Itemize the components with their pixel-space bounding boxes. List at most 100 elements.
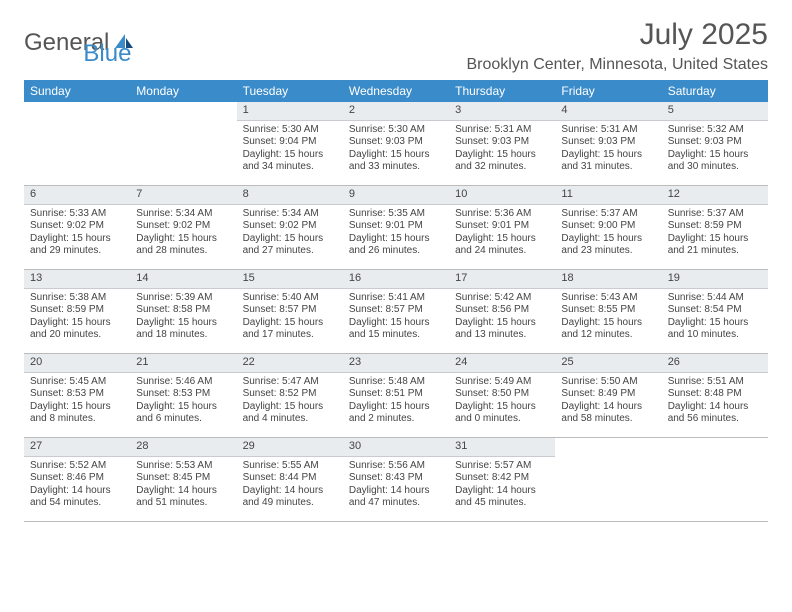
day-number: 20: [24, 354, 130, 373]
sunrise-line: Sunrise: 5:47 AM: [243, 376, 337, 389]
day-cell: 23Sunrise: 5:48 AMSunset: 8:51 PMDayligh…: [343, 354, 449, 438]
daylight-line: Daylight: 14 hours and 58 minutes.: [561, 401, 655, 426]
day-details: Sunrise: 5:34 AMSunset: 9:02 PMDaylight:…: [237, 205, 343, 262]
day-details: Sunrise: 5:30 AMSunset: 9:03 PMDaylight:…: [343, 121, 449, 178]
day-number: 28: [130, 438, 236, 457]
day-details: Sunrise: 5:30 AMSunset: 9:04 PMDaylight:…: [237, 121, 343, 178]
day-cell: 24Sunrise: 5:49 AMSunset: 8:50 PMDayligh…: [449, 354, 555, 438]
sunset-line: Sunset: 8:59 PM: [668, 220, 762, 233]
day-details: Sunrise: 5:32 AMSunset: 9:03 PMDaylight:…: [662, 121, 768, 178]
location-subtitle: Brooklyn Center, Minnesota, United State…: [467, 56, 769, 74]
day-details: Sunrise: 5:38 AMSunset: 8:59 PMDaylight:…: [24, 289, 130, 346]
day-cell: 18Sunrise: 5:43 AMSunset: 8:55 PMDayligh…: [555, 270, 661, 354]
daylight-line: Daylight: 14 hours and 45 minutes.: [455, 485, 549, 510]
weekday-header: Friday: [555, 80, 661, 102]
sunrise-line: Sunrise: 5:42 AM: [455, 292, 549, 305]
day-number: 17: [449, 270, 555, 289]
sunset-line: Sunset: 9:04 PM: [243, 136, 337, 149]
sunset-line: Sunset: 8:58 PM: [136, 304, 230, 317]
daylight-line: Daylight: 14 hours and 49 minutes.: [243, 485, 337, 510]
day-cell: 31Sunrise: 5:57 AMSunset: 8:42 PMDayligh…: [449, 438, 555, 522]
daylight-line: Daylight: 15 hours and 2 minutes.: [349, 401, 443, 426]
sunrise-line: Sunrise: 5:52 AM: [30, 460, 124, 473]
day-cell: 2Sunrise: 5:30 AMSunset: 9:03 PMDaylight…: [343, 102, 449, 186]
sunset-line: Sunset: 8:50 PM: [455, 388, 549, 401]
day-cell: 22Sunrise: 5:47 AMSunset: 8:52 PMDayligh…: [237, 354, 343, 438]
day-number: 12: [662, 186, 768, 205]
day-number: 15: [237, 270, 343, 289]
sunrise-line: Sunrise: 5:37 AM: [668, 208, 762, 221]
sunrise-line: Sunrise: 5:44 AM: [668, 292, 762, 305]
day-details: Sunrise: 5:31 AMSunset: 9:03 PMDaylight:…: [449, 121, 555, 178]
sunrise-line: Sunrise: 5:34 AM: [136, 208, 230, 221]
sunrise-line: Sunrise: 5:56 AM: [349, 460, 443, 473]
sunset-line: Sunset: 8:46 PM: [30, 472, 124, 485]
sunset-line: Sunset: 8:55 PM: [561, 304, 655, 317]
day-details: Sunrise: 5:53 AMSunset: 8:45 PMDaylight:…: [130, 457, 236, 514]
sunset-line: Sunset: 9:01 PM: [349, 220, 443, 233]
sunrise-line: Sunrise: 5:30 AM: [243, 124, 337, 137]
day-number: 6: [24, 186, 130, 205]
day-details: Sunrise: 5:41 AMSunset: 8:57 PMDaylight:…: [343, 289, 449, 346]
title-block: July 2025 Brooklyn Center, Minnesota, Un…: [467, 18, 769, 74]
day-number: 21: [130, 354, 236, 373]
day-number: 30: [343, 438, 449, 457]
day-details: Sunrise: 5:33 AMSunset: 9:02 PMDaylight:…: [24, 205, 130, 262]
day-number: 29: [237, 438, 343, 457]
sunrise-line: Sunrise: 5:55 AM: [243, 460, 337, 473]
day-cell: 5Sunrise: 5:32 AMSunset: 9:03 PMDaylight…: [662, 102, 768, 186]
sunrise-line: Sunrise: 5:36 AM: [455, 208, 549, 221]
day-number: 26: [662, 354, 768, 373]
sunrise-line: Sunrise: 5:48 AM: [349, 376, 443, 389]
day-number: 19: [662, 270, 768, 289]
week-row: 20Sunrise: 5:45 AMSunset: 8:53 PMDayligh…: [24, 354, 768, 438]
sunrise-line: Sunrise: 5:38 AM: [30, 292, 124, 305]
daylight-line: Daylight: 15 hours and 32 minutes.: [455, 149, 549, 174]
brand-text-blue: Blue: [83, 40, 131, 68]
sunrise-line: Sunrise: 5:43 AM: [561, 292, 655, 305]
day-cell: 15Sunrise: 5:40 AMSunset: 8:57 PMDayligh…: [237, 270, 343, 354]
day-number: 14: [130, 270, 236, 289]
day-number: 2: [343, 102, 449, 121]
day-details: Sunrise: 5:57 AMSunset: 8:42 PMDaylight:…: [449, 457, 555, 514]
day-number: 16: [343, 270, 449, 289]
daylight-line: Daylight: 15 hours and 20 minutes.: [30, 317, 124, 342]
sunrise-line: Sunrise: 5:51 AM: [668, 376, 762, 389]
day-number: 9: [343, 186, 449, 205]
sunset-line: Sunset: 9:03 PM: [349, 136, 443, 149]
day-number: 31: [449, 438, 555, 457]
week-row: 1Sunrise: 5:30 AMSunset: 9:04 PMDaylight…: [24, 102, 768, 186]
sunrise-line: Sunrise: 5:39 AM: [136, 292, 230, 305]
daylight-line: Daylight: 15 hours and 34 minutes.: [243, 149, 337, 174]
sunset-line: Sunset: 9:02 PM: [243, 220, 337, 233]
sunset-line: Sunset: 8:57 PM: [349, 304, 443, 317]
sunset-line: Sunset: 9:00 PM: [561, 220, 655, 233]
daylight-line: Daylight: 15 hours and 21 minutes.: [668, 233, 762, 258]
daylight-line: Daylight: 15 hours and 26 minutes.: [349, 233, 443, 258]
day-details: Sunrise: 5:46 AMSunset: 8:53 PMDaylight:…: [130, 373, 236, 430]
sunrise-line: Sunrise: 5:32 AM: [668, 124, 762, 137]
day-cell: 7Sunrise: 5:34 AMSunset: 9:02 PMDaylight…: [130, 186, 236, 270]
day-details: Sunrise: 5:48 AMSunset: 8:51 PMDaylight:…: [343, 373, 449, 430]
sunrise-line: Sunrise: 5:57 AM: [455, 460, 549, 473]
day-cell: 28Sunrise: 5:53 AMSunset: 8:45 PMDayligh…: [130, 438, 236, 522]
weekday-header: Wednesday: [343, 80, 449, 102]
day-cell: 3Sunrise: 5:31 AMSunset: 9:03 PMDaylight…: [449, 102, 555, 186]
weekday-header: Sunday: [24, 80, 130, 102]
daylight-line: Daylight: 15 hours and 15 minutes.: [349, 317, 443, 342]
day-cell: 1Sunrise: 5:30 AMSunset: 9:04 PMDaylight…: [237, 102, 343, 186]
day-cell: 27Sunrise: 5:52 AMSunset: 8:46 PMDayligh…: [24, 438, 130, 522]
daylight-line: Daylight: 15 hours and 33 minutes.: [349, 149, 443, 174]
day-details: Sunrise: 5:31 AMSunset: 9:03 PMDaylight:…: [555, 121, 661, 178]
sunset-line: Sunset: 8:59 PM: [30, 304, 124, 317]
day-cell: 10Sunrise: 5:36 AMSunset: 9:01 PMDayligh…: [449, 186, 555, 270]
empty-cell: [24, 102, 130, 186]
sunset-line: Sunset: 9:03 PM: [455, 136, 549, 149]
empty-cell: [555, 438, 661, 522]
empty-cell: [662, 438, 768, 522]
day-details: Sunrise: 5:50 AMSunset: 8:49 PMDaylight:…: [555, 373, 661, 430]
day-cell: 4Sunrise: 5:31 AMSunset: 9:03 PMDaylight…: [555, 102, 661, 186]
day-details: Sunrise: 5:45 AMSunset: 8:53 PMDaylight:…: [24, 373, 130, 430]
sunset-line: Sunset: 9:02 PM: [136, 220, 230, 233]
day-details: Sunrise: 5:42 AMSunset: 8:56 PMDaylight:…: [449, 289, 555, 346]
